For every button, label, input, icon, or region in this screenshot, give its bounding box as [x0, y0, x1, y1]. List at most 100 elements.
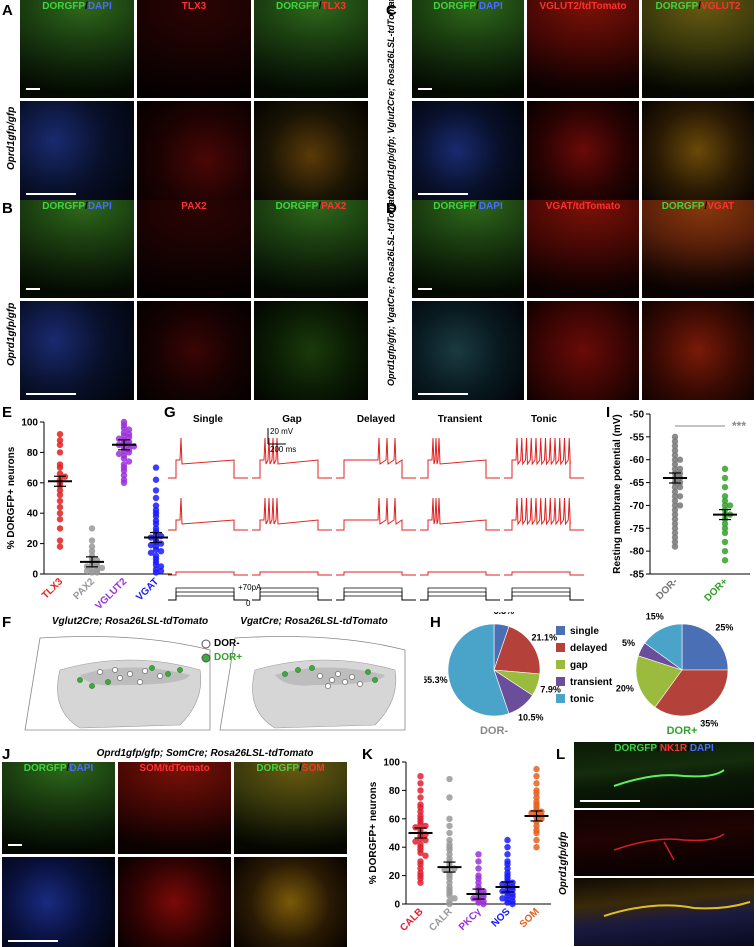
micrograph-d-gfp-zoom	[412, 301, 524, 400]
data-point	[120, 467, 128, 474]
genotype-d: Oprd1gfp/gfp; VgatCre; Rosa26LSL-tdTomat…	[386, 190, 396, 386]
current-step	[420, 587, 500, 601]
pie-value-label: 5%	[622, 638, 635, 648]
micrograph-b-merge-zoom	[254, 301, 368, 400]
data-point	[120, 432, 128, 439]
data-point	[120, 479, 128, 486]
cell-dot-dor-minus	[137, 679, 143, 685]
chart-i: -50 -55 -60 -65 -70 -75 -80 -85 Resting membrane…	[612, 410, 750, 604]
data-point	[721, 502, 729, 509]
pie-slice	[493, 626, 541, 675]
horn-lamina-right	[275, 667, 385, 686]
y-tick-label: 40	[389, 843, 401, 854]
micrograph-group-d: DORGFP/DAPI VGAT/tdTomato DORGFP/VGAT	[412, 200, 756, 400]
voltage-trace	[420, 497, 500, 531]
micrograph-c-merge: DORGFP/VGLUT2	[642, 0, 754, 98]
trace-panel-g: Single Gap Delayed Transient Tonic 20 mV 200 m…	[168, 414, 584, 608]
current-step	[168, 587, 248, 601]
pie-value-label: 15%	[646, 612, 664, 622]
y-tick-label: -70	[630, 501, 645, 512]
micrograph-c-merge-zoom	[642, 101, 754, 200]
data-point	[98, 564, 106, 572]
micrograph-b-gfp: DORGFP/DAPI	[20, 200, 134, 298]
micrograph-j-gfp: DORGFP/DAPI	[2, 762, 115, 854]
data-point	[88, 543, 96, 550]
data-point	[676, 465, 684, 473]
y-tick-label: -60	[630, 455, 645, 466]
data-point	[671, 534, 679, 541]
data-point	[504, 836, 511, 844]
micrograph-c-gfp-zoom	[412, 101, 524, 200]
cell-dot-dor-plus	[372, 677, 378, 683]
data-point	[446, 829, 453, 837]
pie-value-label: 25%	[715, 623, 733, 633]
data-point	[671, 511, 679, 518]
pie-value-label: 35%	[700, 718, 718, 728]
voltage-trace	[504, 571, 584, 576]
voltage-trace	[504, 437, 584, 479]
data-point	[417, 773, 424, 780]
pie-value-label: 55.3%	[424, 675, 448, 685]
data-point	[152, 464, 160, 471]
data-point	[499, 895, 506, 902]
data-point	[56, 430, 64, 438]
category-label: NOS	[490, 906, 513, 929]
micrograph-l-gfp: DORGFP/NK1R/DAPI	[574, 742, 754, 808]
data-point	[417, 849, 424, 857]
current-step	[420, 595, 500, 601]
legend-label: transient	[570, 677, 613, 688]
category-label: VGLUT2	[93, 576, 129, 610]
data-point	[56, 449, 64, 456]
micrograph-j-gfp-zoom	[2, 857, 115, 947]
data-point	[721, 483, 729, 491]
data-point	[422, 852, 429, 859]
data-point	[671, 515, 679, 523]
data-point	[56, 464, 64, 471]
pie-slice	[681, 623, 729, 671]
y-tick-label: 40	[27, 509, 39, 520]
cell-dot-dor-minus	[157, 673, 163, 679]
data-point	[152, 502, 160, 509]
data-point	[671, 493, 679, 500]
data-point	[671, 483, 679, 491]
current-step	[504, 587, 584, 601]
y-tick-label: -85	[630, 570, 645, 581]
data-point	[125, 426, 133, 433]
data-point	[152, 569, 160, 576]
pie-slice	[644, 623, 683, 671]
data-point	[671, 465, 679, 473]
cell-dot-dor-minus	[335, 671, 341, 677]
category-label: DOR+	[702, 576, 730, 604]
cell-dot-dor-minus	[329, 677, 335, 683]
title-a-2: TLX3	[181, 1, 207, 12]
data-point	[88, 525, 96, 532]
pie-value-label: 20%	[616, 684, 634, 694]
cell-dot-dor-plus	[365, 669, 371, 675]
micrograph-group-l: DORGFP/NK1R/DAPI	[574, 742, 754, 946]
y-axis-label: % DORGFP+ neurons	[6, 446, 17, 549]
micrograph-a-tlx3-zoom	[137, 101, 251, 200]
micrograph-a-tlx3: TLX3	[137, 0, 251, 98]
title-c-2: VGLUT2/tdTomato	[539, 1, 627, 12]
data-point	[475, 865, 482, 872]
category-label: SOM	[518, 906, 542, 930]
data-point	[676, 456, 684, 463]
micrograph-group-a: DORGFP/DAPI TLX3 DORGFP/TLX3	[20, 0, 368, 200]
genotype-l: Oprd1gfp/gfp	[558, 831, 569, 895]
panel-label-g: G	[164, 404, 176, 421]
voltage-trace	[420, 571, 500, 576]
pie-slice	[635, 655, 683, 708]
current-step	[336, 587, 416, 601]
data-point	[417, 821, 424, 828]
data-point	[504, 844, 511, 851]
data-point	[446, 822, 453, 830]
data-point	[88, 537, 96, 544]
data-point	[417, 787, 424, 794]
cell-dot-dor-plus	[295, 667, 301, 673]
cell-dot-dor-minus	[97, 669, 103, 675]
panel-label-a: A	[2, 2, 13, 19]
voltage-trace	[252, 497, 332, 531]
voltage-trace	[168, 497, 248, 531]
y-tick-label: -80	[630, 547, 645, 558]
data-point	[676, 483, 684, 491]
